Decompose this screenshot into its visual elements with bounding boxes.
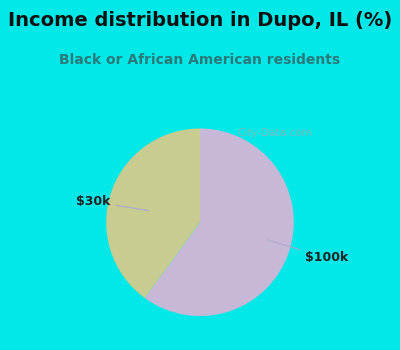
Text: $100k: $100k <box>268 240 348 264</box>
Wedge shape <box>145 128 294 316</box>
Text: Income distribution in Dupo, IL (%): Income distribution in Dupo, IL (%) <box>8 12 392 30</box>
Wedge shape <box>106 128 200 298</box>
Text: City-Data.com: City-Data.com <box>238 128 312 138</box>
Text: $30k: $30k <box>76 195 148 211</box>
Text: Black or African American residents: Black or African American residents <box>60 52 340 66</box>
